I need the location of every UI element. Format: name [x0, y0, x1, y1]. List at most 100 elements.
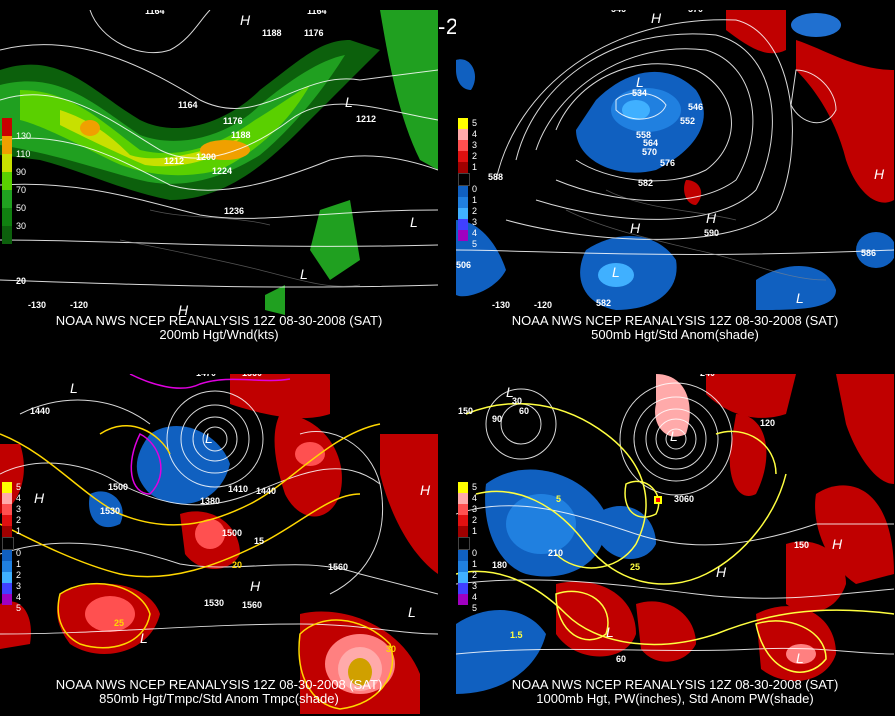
contour-label: 1440: [256, 486, 277, 496]
contour-label: 558: [636, 130, 652, 140]
legend-swatch: [2, 561, 12, 572]
legend-label: 0: [472, 548, 478, 558]
legend-label: 1: [472, 526, 478, 536]
legend-label: 4: [472, 129, 478, 139]
contour-label: 210: [548, 548, 564, 558]
low-center-marker: L: [670, 428, 678, 444]
legend-label: 5: [472, 239, 478, 249]
contour-label: 1176: [304, 28, 324, 38]
contour-label: 1164: [145, 10, 165, 16]
legend-swatch: [2, 572, 12, 583]
pw-label: 5: [556, 494, 562, 504]
contour-label: 1470: [196, 374, 216, 378]
contour-label: 1212: [356, 114, 377, 124]
legend-swatch: [458, 197, 468, 208]
contour-label: 1380: [200, 496, 221, 506]
high-center-marker: H: [716, 564, 727, 580]
legend-label: 110: [16, 149, 31, 159]
lon-label: -120: [70, 300, 89, 310]
legend-label: 90: [16, 167, 27, 177]
legend-swatch: [2, 504, 12, 515]
low-center-marker: L: [205, 430, 213, 446]
pw-label: 1.5: [510, 630, 523, 640]
contour-label: 60: [519, 406, 530, 416]
contour-label: 1500: [108, 482, 129, 492]
legend-swatch: [458, 230, 468, 241]
legend-swatch: [458, 173, 470, 186]
panel-caption: NOAA NWS NCEP REANALYSIS 12Z 08-30-2008 …: [511, 677, 839, 692]
legend-label: 3: [472, 504, 478, 514]
legend-swatch: [2, 537, 14, 550]
legend-swatch: [458, 162, 468, 173]
legend-swatch: [458, 129, 468, 140]
high-center-marker: H: [832, 536, 843, 552]
legend-label: 3: [472, 581, 478, 591]
contour-label: 570: [688, 10, 703, 14]
map-850mb: [0, 374, 438, 714]
contour-label: 30: [512, 396, 523, 406]
low-center-marker: L: [140, 630, 148, 646]
contour-label: 1560: [328, 562, 349, 572]
contour-label: 1224: [212, 166, 233, 176]
legend-label: 4: [16, 592, 22, 602]
legend-label: 2: [472, 570, 478, 580]
contour-label: 576: [660, 158, 676, 168]
legend-label: 1: [472, 162, 478, 172]
contour-label: 120: [760, 418, 776, 428]
legend-swatch: [458, 219, 468, 230]
legend-label: 5: [472, 118, 478, 128]
legend-swatch: [458, 550, 468, 561]
low-center-marker: L: [70, 380, 78, 396]
legend-swatch: [458, 583, 468, 594]
map-200mb: [0, 10, 438, 315]
panel-caption: NOAA NWS NCEP REANALYSIS 12Z 08-30-2008 …: [55, 677, 383, 692]
panel-1000mb: 240 150 90 30 60 210 180 150 120 60 3060…: [456, 374, 894, 714]
contour-label: 1176: [223, 116, 243, 126]
contour-label: 1560: [242, 600, 263, 610]
legend-label: 3: [16, 504, 22, 514]
legend-label: 1: [16, 526, 22, 536]
legend-label: 5: [16, 603, 22, 613]
high-center-marker: H: [250, 578, 261, 594]
temp-label: 30: [386, 644, 397, 654]
low-center-marker: L: [345, 94, 353, 110]
legend-label: 130: [16, 131, 32, 141]
legend-label: 4: [472, 493, 478, 503]
legend-label: 2: [472, 206, 478, 216]
contour-label: 20: [16, 276, 27, 286]
contour-label: 1440: [30, 406, 51, 416]
legend-label: 4: [472, 592, 478, 602]
panel-caption: NOAA NWS NCEP REANALYSIS 12Z 08-30-2008 …: [511, 313, 839, 328]
legend-swatch: [2, 118, 12, 136]
legend-swatch: [2, 190, 12, 208]
legend-swatch: [2, 136, 12, 154]
contour-label: 240: [700, 374, 715, 378]
legend-label: 2: [472, 151, 478, 161]
legend-label: 1: [472, 195, 478, 205]
legend-label: 3: [472, 140, 478, 150]
legend-swatch: [2, 172, 12, 190]
low-center-marker: L: [636, 74, 644, 90]
high-center-marker: H: [651, 10, 662, 26]
low-center-marker: L: [300, 266, 308, 282]
high-center-marker: H: [706, 210, 717, 226]
legend-swatch: [458, 186, 468, 197]
legend-swatch: [458, 140, 468, 151]
contour-label: 506: [456, 260, 472, 270]
contour-label: 590: [704, 228, 720, 238]
panel-caption: NOAA NWS NCEP REANALYSIS 12Z 08-30-2008 …: [55, 313, 383, 328]
temp-label: 20: [232, 560, 243, 570]
contour-label: 60: [616, 654, 627, 664]
low-center-marker: L: [606, 624, 614, 640]
low-center-marker: L: [612, 264, 620, 280]
legend-swatch: [2, 515, 12, 526]
legend-swatch: [2, 493, 12, 504]
contour-label: 1560: [242, 374, 262, 378]
legend-swatch: [458, 208, 468, 219]
panel-subcaption: 200mb Hgt/Wnd(kts): [159, 327, 279, 342]
legend-label: 3: [16, 581, 22, 591]
contour-label: 534: [632, 88, 648, 98]
legend-label: 5: [16, 482, 22, 492]
